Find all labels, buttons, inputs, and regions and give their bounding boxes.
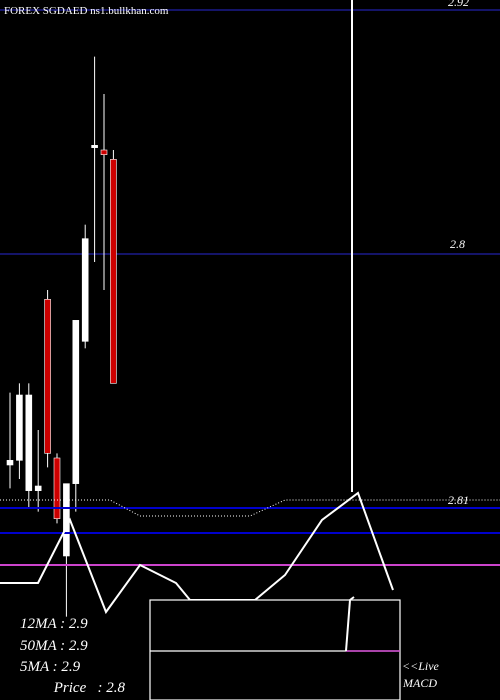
candle-body bbox=[72, 320, 80, 484]
indicator-level-label-2-81: 2.81 bbox=[448, 493, 469, 507]
macd-label: MACD bbox=[402, 676, 437, 690]
macd-live-line bbox=[345, 596, 355, 652]
chart-title: FOREX SGDAED ns1.bullkhan.com bbox=[4, 5, 169, 17]
candle-body bbox=[63, 483, 70, 557]
candles-group bbox=[6, 56, 117, 617]
stat-12ma: 12MA : 2.9 bbox=[20, 616, 88, 632]
candle-body bbox=[44, 299, 51, 454]
stat-50ma-value: 2.9 bbox=[69, 638, 88, 654]
candle-body bbox=[53, 457, 61, 519]
candle-body bbox=[6, 460, 14, 466]
stat-12ma-sep: : bbox=[56, 616, 69, 632]
stat-50ma-sep: : bbox=[56, 638, 69, 654]
stat-12ma-value: 2.9 bbox=[69, 616, 88, 632]
price-level-label-2-8: 2.8 bbox=[450, 237, 465, 251]
stat-5ma-sep: : bbox=[49, 659, 62, 675]
candle-body bbox=[91, 145, 98, 148]
candle-body bbox=[81, 238, 89, 342]
stat-5ma-label: 5MA bbox=[20, 659, 50, 675]
oscillator-line bbox=[0, 491, 394, 615]
candle-body bbox=[110, 159, 117, 384]
stat-price-value: 2.8 bbox=[106, 680, 125, 696]
price-level-label-2-92: 2.92 bbox=[448, 0, 469, 9]
live-link[interactable]: <<Live bbox=[402, 659, 440, 673]
stat-price-label: Price bbox=[53, 680, 87, 696]
stat-50ma-label: 50MA bbox=[20, 638, 57, 654]
stats-panel: 12MA : 2.9 50MA : 2.9 5MA : 2.9 Price : … bbox=[20, 616, 151, 696]
candle-body bbox=[34, 485, 42, 491]
stat-5ma: 5MA : 2.9 bbox=[20, 659, 81, 675]
candle-body bbox=[16, 394, 23, 461]
stat-12ma-label: 12MA bbox=[20, 616, 57, 632]
stat-price: Price : 2.8 bbox=[20, 680, 151, 696]
macd-box bbox=[149, 599, 401, 700]
candle-body bbox=[100, 149, 108, 155]
stat-price-sep: : bbox=[86, 680, 106, 696]
stat-50ma: 50MA : 2.9 bbox=[20, 638, 88, 654]
stat-5ma-value: 2.9 bbox=[61, 659, 80, 675]
candle-body bbox=[25, 394, 33, 491]
